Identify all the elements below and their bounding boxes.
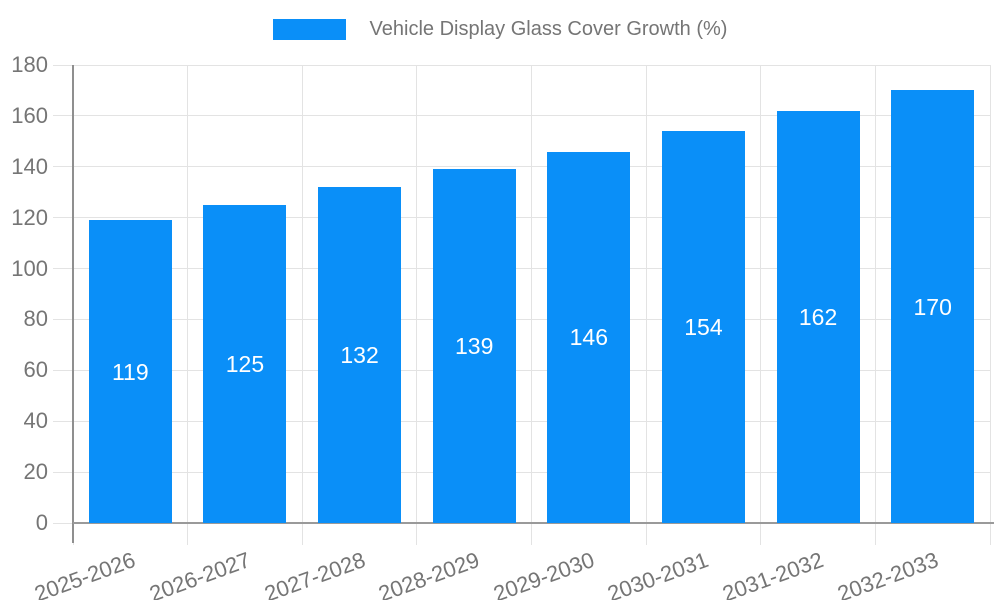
y-axis-line [72, 65, 74, 543]
v-gridline [301, 65, 303, 545]
y-axis-tick-label: 140 [11, 153, 48, 179]
bar-value-label: 139 [455, 333, 494, 360]
bar[interactable] [891, 90, 975, 523]
y-axis-tick-label: 60 [23, 357, 48, 383]
legend[interactable]: Vehicle Display Glass Cover Growth (%) [0, 18, 1000, 41]
y-tick-mark [53, 318, 73, 320]
bar-value-label: 170 [913, 293, 952, 320]
bar-value-label: 119 [111, 358, 149, 385]
legend-label: Vehicle Display Glass Cover Growth (%) [369, 18, 728, 40]
y-tick-mark [53, 471, 73, 473]
v-gridline [531, 65, 532, 545]
bar[interactable] [432, 169, 516, 523]
y-tick-mark [53, 166, 73, 168]
v-gridline [187, 65, 189, 545]
y-tick-mark [53, 268, 73, 270]
y-axis-tick-label: 180 [11, 52, 48, 77]
bar[interactable] [776, 110, 860, 523]
y-tick-mark [53, 115, 73, 117]
plot-area: 0 20 40 60 80 100 120 140 160 180 119 2025-2026 125 2… [11, 52, 994, 600]
y-axis-tick-label: 100 [11, 255, 48, 281]
y-tick-mark [53, 217, 73, 219]
y-axis-tick-label: 160 [11, 102, 48, 128]
y-tick-mark [53, 64, 73, 66]
bar[interactable] [661, 131, 745, 523]
bar[interactable] [203, 204, 287, 523]
y-tick-mark [53, 522, 73, 524]
y-tick-mark [53, 369, 73, 371]
bar[interactable] [88, 220, 172, 523]
v-gridline [416, 65, 418, 545]
bar-value-label: 132 [340, 342, 379, 369]
y-axis-tick-label: 80 [23, 306, 48, 332]
y-axis-tick-label: 120 [11, 204, 48, 230]
bar[interactable] [547, 151, 631, 523]
v-gridline [989, 65, 991, 545]
v-gridline [760, 65, 762, 545]
y-axis-tick-label: 20 [23, 459, 48, 485]
bar-value-label: 146 [569, 324, 608, 351]
v-gridline [645, 65, 647, 545]
y-axis-tick-label: 40 [23, 408, 48, 434]
legend-swatch-icon [272, 19, 346, 40]
y-tick-mark [53, 420, 73, 422]
bar-value-label: 154 [684, 314, 723, 341]
bar-value-label: 162 [798, 303, 838, 330]
bar[interactable] [318, 187, 402, 523]
bar-value-label: 125 [225, 350, 265, 377]
v-gridline [874, 65, 876, 545]
x-axis-line [73, 522, 994, 524]
y-axis-tick-label: 0 [35, 510, 48, 535]
